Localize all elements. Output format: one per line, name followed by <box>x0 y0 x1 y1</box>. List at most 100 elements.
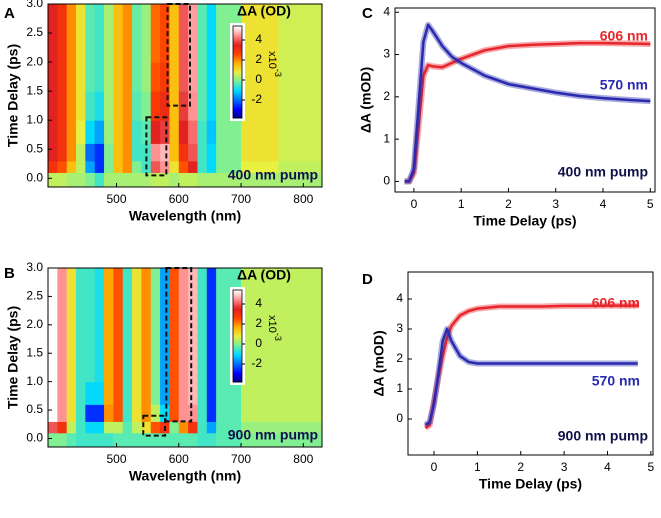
heatmap-cell <box>206 296 217 326</box>
colorbar-slice <box>233 372 242 375</box>
heatmap-cell <box>76 353 86 383</box>
data-trace <box>423 302 638 431</box>
heatmap-cell <box>113 160 124 173</box>
series-label: 570 nm <box>592 373 640 389</box>
heatmap-cell <box>122 381 133 405</box>
heatmap-cell <box>48 62 58 92</box>
heatmap-cell <box>113 421 124 434</box>
heatmap-cell <box>150 160 161 173</box>
heatmap-cell <box>48 353 58 383</box>
heatmap-cell <box>132 381 142 405</box>
heatmap-cell <box>150 404 161 422</box>
heatmap-cell <box>57 353 68 383</box>
heatmap-cell <box>206 4 217 34</box>
colorbar-slice <box>233 98 242 101</box>
heatmap-cell <box>178 381 189 405</box>
fit-line <box>404 41 651 183</box>
colorbar-slice <box>233 330 242 333</box>
heatmap-cell <box>94 421 105 434</box>
fit-line <box>404 23 651 183</box>
heatmap-cell <box>160 33 170 63</box>
heatmap-cell <box>206 268 217 297</box>
heatmap-cell <box>141 62 152 92</box>
heatmap-cell <box>169 296 180 326</box>
heatmap-cell <box>113 296 124 326</box>
heatmap-cell <box>94 381 105 405</box>
heatmap-cell <box>48 91 58 121</box>
heatmap-cell <box>188 296 198 326</box>
heatmap-cell <box>150 421 161 434</box>
x-tick-label: 0 <box>411 197 418 211</box>
heatmap-cell <box>160 268 170 297</box>
heatmap-cell <box>132 404 142 422</box>
heatmap-cell <box>104 4 114 34</box>
colorbar-slice <box>233 52 242 55</box>
heatmap-cell <box>85 381 96 405</box>
heatmap-cell <box>178 120 189 144</box>
heatmap-cell <box>278 432 323 448</box>
heatmap-cell <box>104 404 114 422</box>
heatmap-cell <box>241 404 279 422</box>
heatmap-cell <box>76 172 86 188</box>
colorbar-slice <box>233 342 242 345</box>
heatmap-cell <box>85 296 96 326</box>
y-tick-label: 0 <box>383 174 390 188</box>
heatmap-cell <box>241 172 279 188</box>
heatmap-cell <box>122 120 133 144</box>
colorbar-slice <box>233 90 242 93</box>
heatmap-cell <box>188 4 198 34</box>
heatmap-cell <box>160 353 170 383</box>
x-tick-label: 600 <box>169 192 189 206</box>
heatmap-cell <box>85 268 96 297</box>
heatmap-cell <box>113 143 124 162</box>
heatmap-cell <box>197 62 208 92</box>
panel-letter: B <box>4 265 15 282</box>
heatmap-cell <box>85 33 96 63</box>
colorbar-slice <box>233 66 242 69</box>
y-tick-label: 2 <box>383 89 390 103</box>
heatmap-cell <box>197 324 208 354</box>
heatmap-cell <box>76 91 86 121</box>
heatmap-cell <box>122 268 133 297</box>
heatmap-cell <box>94 143 105 162</box>
heatmap-cell <box>85 324 96 354</box>
y-tick-label: 3 <box>396 321 403 335</box>
heatmap-cell <box>94 172 105 188</box>
heatmap-cell <box>216 120 242 144</box>
heatmap-cell <box>94 160 105 173</box>
colorbar-slice <box>233 50 242 53</box>
colorbar-tick-label: 0 <box>255 72 262 86</box>
heatmap-cell <box>85 62 96 92</box>
colorbar-slice <box>233 86 242 89</box>
heatmap-cell <box>76 432 86 448</box>
heatmap-cell <box>188 324 198 354</box>
heatmap-cell <box>278 268 323 297</box>
heatmap-cell <box>104 432 114 448</box>
colorbar-slice <box>233 344 242 347</box>
heatmap-cell <box>141 33 152 63</box>
colorbar-slice <box>233 378 242 381</box>
colorbar-slice <box>233 370 242 373</box>
heatmap-cell <box>122 432 133 448</box>
heatmap-cell <box>94 62 105 92</box>
heatmap-cell <box>66 160 77 173</box>
heatmap-cell <box>48 381 58 405</box>
heatmap-cell <box>188 143 198 162</box>
heatmap-cell <box>160 4 170 34</box>
colorbar-tick-label: -2 <box>251 356 262 370</box>
heatmap-cell <box>150 296 161 326</box>
colorbar-scale-exponent: -3 <box>273 69 283 77</box>
y-tick-label: 1 <box>396 381 403 395</box>
colorbar-slice <box>233 296 242 299</box>
heatmap-cell <box>150 4 161 34</box>
heatmap-cell <box>141 4 152 34</box>
heatmap-cell <box>178 143 189 162</box>
heatmap-cell <box>178 172 189 188</box>
heatmap-cell <box>141 353 152 383</box>
colorbar-slice <box>233 108 242 111</box>
colorbar-slice <box>233 338 242 341</box>
heatmap-cell <box>113 268 124 297</box>
heatmap-cell <box>132 143 142 162</box>
heatmap-cell <box>178 62 189 92</box>
heatmap-cell <box>113 353 124 383</box>
